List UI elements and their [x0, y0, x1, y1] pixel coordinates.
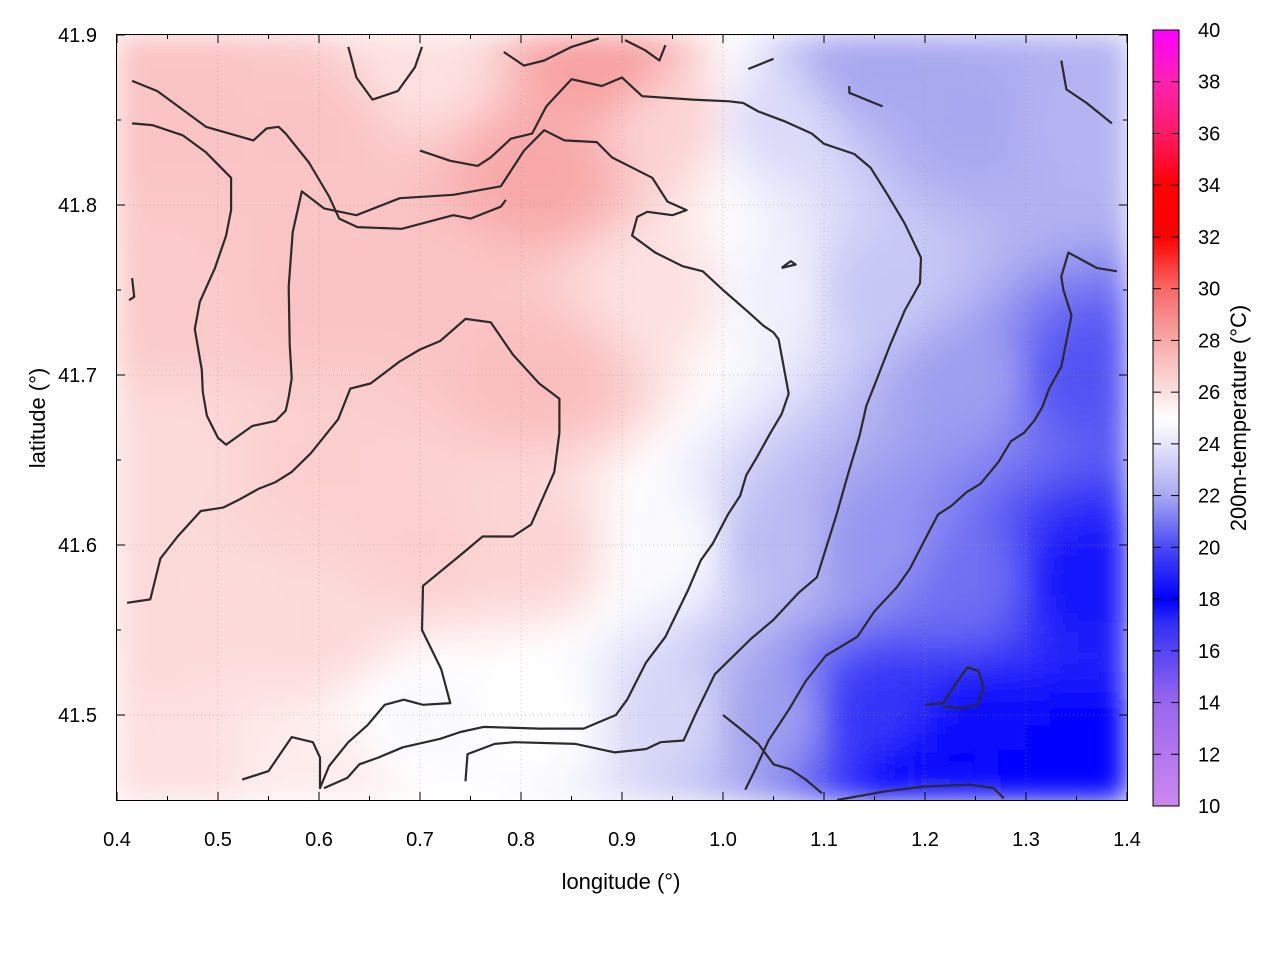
heatmap-cells: [117, 35, 1127, 800]
x-tick-label: 0.6: [305, 829, 333, 851]
x-tick-label: 1.0: [709, 829, 737, 851]
x-tick-label: 0.4: [103, 829, 131, 851]
axis-ticks: 0.4 0.5 0.6 0.7 0.8 0.9 1.0 1.1 1.2 1.3 1.4 41.5 41.…: [58, 25, 1141, 851]
y-tick-label: 41.7: [58, 365, 97, 387]
contour-line: [744, 251, 1118, 791]
contour-line: [848, 86, 884, 108]
y-tick-label: 41.8: [58, 195, 97, 217]
x-tick-label: 1.4: [1113, 829, 1141, 851]
y-axis-label: latitude (°): [25, 368, 50, 469]
colorbar-ticks: 10 12 14 16 18 20 22 24 26 28 30 32 34 36 38 40: [1153, 20, 1220, 818]
colorbar-tick-label: 24: [1198, 434, 1220, 456]
x-tick-label: 0.8: [507, 829, 535, 851]
colorbar-tick-label: 10: [1198, 796, 1220, 818]
colorbar-tick-label: 22: [1198, 486, 1220, 508]
colorbar-tick-label: 32: [1198, 227, 1220, 249]
colorbar-tick-label: 14: [1198, 693, 1220, 715]
contour-line: [836, 783, 1005, 800]
x-tick-label: 0.5: [204, 829, 232, 851]
x-axis-label: longitude (°): [562, 869, 681, 894]
contour-line: [419, 76, 923, 782]
x-tick-label: 0.7: [406, 829, 434, 851]
contour-line: [780, 260, 797, 269]
contour-lines: [126, 37, 1118, 800]
colorbar-tick-label: 28: [1198, 330, 1220, 352]
colorbar: [1152, 29, 1180, 807]
x-tick-label: 1.2: [911, 829, 939, 851]
colorbar-tick-label: 18: [1198, 589, 1220, 611]
contour-line: [128, 277, 136, 302]
colorbar-tick-label: 38: [1198, 72, 1220, 94]
colorbar-label: 200m-temperature (°C): [1226, 305, 1251, 531]
x-tick-label: 0.9: [608, 829, 636, 851]
contour-line: [126, 317, 561, 790]
colorbar-tick-label: 12: [1198, 744, 1220, 766]
y-tick-label: 41.5: [58, 705, 97, 727]
contour-line: [924, 666, 985, 710]
x-tick-label: 1.3: [1012, 829, 1040, 851]
colorbar-tick-label: 40: [1198, 20, 1220, 42]
colorbar-tick-label: 36: [1198, 123, 1220, 145]
contour-line: [1060, 60, 1113, 125]
contour-line: [747, 57, 774, 71]
colorbar-tick-label: 20: [1198, 537, 1220, 559]
contour-line: [722, 714, 823, 795]
plot-frame: [116, 34, 1128, 801]
x-tick-label: 1.1: [810, 829, 838, 851]
colorbar-tick-label: 30: [1198, 279, 1220, 301]
contour-line: [132, 122, 790, 790]
y-tick-label: 41.9: [58, 25, 97, 47]
heatmap-field: [117, 35, 1127, 800]
colorbar-tick-label: 16: [1198, 641, 1220, 663]
colorbar-tick-label: 34: [1198, 175, 1220, 197]
contour-line: [624, 39, 667, 62]
colorbar-tick-label: 26: [1198, 382, 1220, 404]
y-tick-label: 41.6: [58, 535, 97, 557]
contour-line: [347, 46, 424, 101]
contour-line: [503, 37, 600, 67]
contour-line: [131, 79, 507, 230]
